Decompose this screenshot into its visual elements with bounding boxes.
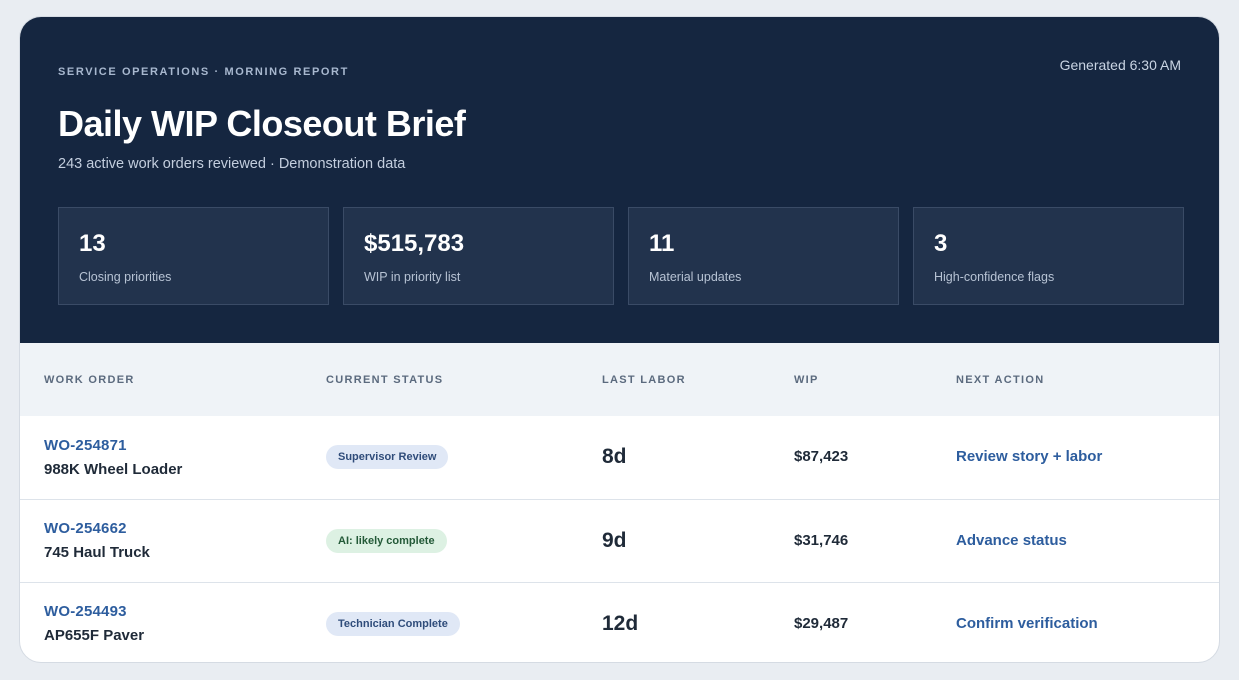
asset-name: 745 Haul Truck (44, 544, 150, 561)
column-header-wip: WIP (794, 373, 819, 386)
stat-material-updates: 11 Material updates (628, 207, 899, 305)
column-header-status: CURRENT STATUS (326, 373, 444, 386)
status-badge: AI: likely complete (326, 528, 447, 553)
stat-label: Closing priorities (79, 270, 172, 284)
next-action-link[interactable]: Review story + labor (956, 448, 1103, 466)
stat-label: Material updates (649, 270, 742, 284)
table-row: WO-254493 AP655F Paver Technician Comple… (20, 582, 1219, 662)
work-order-link[interactable]: WO-254493 (44, 603, 127, 621)
stat-closing-priorities: 13 Closing priorities (58, 207, 329, 305)
asset-name: AP655F Paver (44, 627, 145, 645)
table-header-row: WORK ORDER CURRENT STATUS LAST LABOR WIP… (20, 343, 1219, 416)
last-labor-value: 9d (602, 528, 627, 552)
status-badge: Technician Complete (326, 611, 460, 636)
stats-row: 13 Closing priorities $515,783 WIP in pr… (58, 207, 1184, 305)
column-header-next-action: NEXT ACTION (956, 373, 1045, 386)
asset-name: 988K Wheel Loader (44, 460, 183, 478)
column-header-last-labor: LAST LABOR (602, 373, 686, 386)
status-badge: Supervisor Review (326, 445, 449, 470)
wip-value: $29,487 (794, 614, 849, 632)
next-action-link[interactable]: Advance status (956, 531, 1067, 549)
stat-label: WIP in priority list (364, 270, 461, 284)
work-order-link[interactable]: WO-254662 (44, 520, 127, 537)
stat-value: 11 (649, 230, 675, 257)
table-row: WO-254662 745 Haul Truck AI: likely comp… (20, 499, 1219, 582)
page-title: Daily WIP Closeout Brief (58, 103, 466, 144)
last-labor-value: 12d (602, 611, 639, 635)
stat-wip-priority: $515,783 WIP in priority list (343, 207, 614, 305)
work-order-table: WORK ORDER CURRENT STATUS LAST LABOR WIP… (20, 343, 1219, 662)
generated-timestamp: Generated 6:30 AM (1059, 57, 1181, 73)
report-card: SERVICE OPERATIONS · MORNING REPORT Gene… (19, 16, 1220, 663)
table-row: WO-254871 988K Wheel Loader Supervisor R… (20, 416, 1219, 499)
report-header: SERVICE OPERATIONS · MORNING REPORT Gene… (20, 17, 1219, 343)
stat-label: High-confidence flags (934, 270, 1055, 284)
next-action-link[interactable]: Confirm verification (956, 614, 1098, 632)
table-header: WORK ORDER CURRENT STATUS LAST LABOR WIP… (20, 343, 1219, 416)
column-header-work-order: WORK ORDER (44, 373, 135, 386)
report-eyebrow: SERVICE OPERATIONS · MORNING REPORT (58, 66, 349, 78)
work-order-link[interactable]: WO-254871 (44, 436, 127, 454)
stat-high-confidence-flags: 3 High-confidence flags (913, 207, 1184, 305)
page-subtitle: 243 active work orders reviewed · Demons… (58, 156, 406, 172)
stat-value: 3 (934, 230, 948, 257)
stat-value: $515,783 (364, 230, 465, 257)
last-labor-value: 8d (602, 445, 627, 469)
wip-value: $31,746 (794, 531, 849, 549)
wip-value: $87,423 (794, 448, 849, 466)
stat-value: 13 (79, 230, 106, 257)
